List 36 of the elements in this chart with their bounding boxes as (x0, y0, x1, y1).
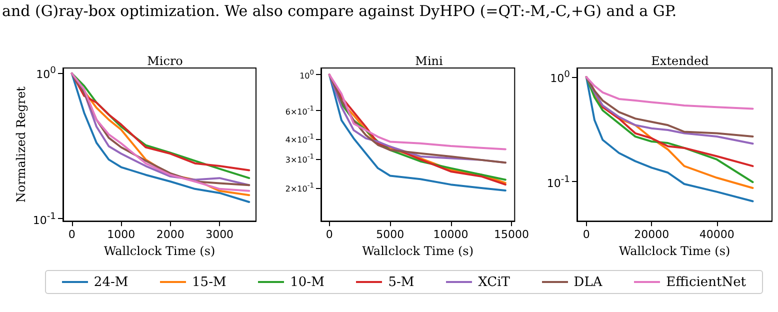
x-tick-label: 10000 (433, 228, 468, 242)
y-tick-label: 10$^{0}$ (550, 69, 570, 85)
y-tick-label: 10$^{0}$ (300, 68, 314, 80)
x-tick-label: 1000 (107, 228, 136, 242)
y-tick-label: 10$^{-1}$ (546, 174, 570, 190)
legend-label: 5-M (388, 274, 414, 290)
x-tick-label: 2000 (156, 228, 184, 242)
legend-label: XCiT (478, 274, 510, 290)
y-axis-title: Normalized Regret (14, 86, 28, 203)
y-tick-label: 4×10$^{-1}$ (285, 132, 314, 145)
chart-title: Micro (147, 54, 183, 68)
y-tick-label: 6×10$^{-1}$ (285, 104, 314, 116)
y-tick-label: 2×10$^{-1}$ (285, 182, 314, 194)
x-axis-title: Wallclock Time (s) (362, 244, 474, 258)
x-axis-title: Wallclock Time (s) (104, 244, 216, 258)
x-tick-label: 40000 (699, 228, 734, 242)
x-axis-title: Wallclock Time (s) (618, 244, 730, 258)
line-series (585, 76, 754, 110)
y-tick-label: 10$^{0}$ (36, 66, 56, 82)
x-tick-label: 5000 (376, 228, 404, 242)
legend-label: 15-M (192, 274, 226, 290)
x-tick-label: 0 (582, 228, 590, 242)
chart-title: Extended (651, 54, 710, 68)
legend-label: EfficientNet (666, 274, 746, 290)
chart-title: Mini (415, 54, 443, 68)
legend-label: 24-M (94, 274, 128, 290)
y-tick-label: 10$^{-1}$ (32, 210, 56, 226)
x-tick-label: 15000 (494, 228, 530, 242)
x-tick-label: 0 (326, 228, 333, 242)
y-tick-label: 3×10$^{-1}$ (285, 153, 314, 165)
text: and (G)ray-box optimization. We also compare against DyHPO (=QT:-M,-C,+G) and a GP. (2, 2, 677, 20)
x-tick-label: 0 (68, 228, 76, 242)
x-tick-label: 20000 (634, 228, 670, 242)
legend-label: DLA (574, 274, 602, 290)
x-tick-label: 3000 (206, 228, 234, 242)
legend-label: 10-M (290, 274, 324, 290)
